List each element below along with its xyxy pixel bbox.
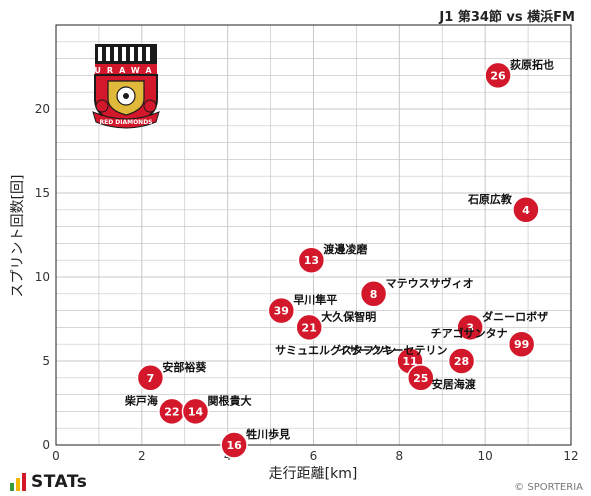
crest-pillar (146, 47, 150, 61)
x-tick-label: 6 (310, 449, 318, 463)
point-number: 7 (147, 372, 155, 385)
point-label: 荻原拓也 (510, 57, 554, 71)
point-label: 渡邊凌磨 (323, 242, 368, 256)
point-marker (267, 296, 296, 325)
stats-brand: STATs (31, 472, 88, 492)
data-point: 26 荻原拓也 (484, 57, 554, 90)
point-marker (447, 347, 476, 375)
point-label: 関根貴大 (207, 393, 251, 407)
stats-bar (16, 478, 20, 491)
crest-ball-center (123, 93, 129, 99)
point-marker (484, 61, 512, 90)
data-point: 28 イサークキーセテリン (338, 344, 476, 375)
point-marker (295, 313, 323, 342)
point-marker (407, 364, 435, 392)
crest-pillar (138, 47, 142, 61)
point-label: チアゴサンタナ (431, 326, 508, 340)
point-number: 13 (304, 254, 319, 267)
crest-pillar (98, 47, 102, 61)
club-crest: URAWA RED DIAMONDS (92, 44, 160, 129)
point-label: 安部裕葵 (162, 360, 207, 374)
x-tick-label: 12 (563, 449, 578, 463)
point-number: 14 (188, 405, 204, 418)
crest-pillar (106, 47, 110, 61)
point-marker (512, 196, 540, 224)
match-title: J1 第34節 vs 横浜FM (439, 10, 575, 25)
point-number: 3 (466, 321, 474, 334)
data-point: 8 マテウスサヴィオ (359, 276, 474, 308)
plot-border (55, 24, 572, 446)
crest-club-text: RED DIAMONDS (99, 119, 152, 126)
data-point: 7 安部裕葵 (136, 360, 207, 392)
point-label: 石原広教 (467, 192, 513, 206)
point-number: 25 (413, 372, 428, 385)
point-marker (456, 313, 484, 342)
crest-ribbon (92, 111, 160, 129)
data-point: 39 早川隼平 (267, 293, 337, 325)
data-point: 13 渡邊凌磨 (297, 242, 368, 274)
data-point: 25 安居海渡 (407, 364, 477, 392)
y-axis-label: スプリント回数[回] (10, 175, 26, 298)
point-marker (507, 330, 536, 358)
copyright: © SPORTERIA (514, 482, 583, 493)
crest-pillar (130, 47, 134, 61)
stats-logo: STATs (10, 472, 87, 492)
y-tick-label: 0 (42, 438, 50, 452)
point-label: 柴戸海 (124, 393, 158, 407)
crest-right-flower (143, 99, 157, 113)
point-number: 8 (370, 288, 378, 301)
data-point: 16 牲川歩見 (220, 427, 290, 459)
stats-bars-icon (10, 473, 26, 491)
axis-ticks: 0 2 4 6 8 10 12 0 5 10 15 20 (35, 102, 579, 463)
data-point: 3 ダニーロボザ (456, 309, 548, 342)
point-number: 11 (402, 355, 417, 368)
y-tick-label: 20 (35, 102, 50, 116)
data-point: 11 サミュエルグスタフソン (275, 343, 424, 375)
data-points: 26荻原拓也4石原広教13渡邊凌磨8マテウスサヴィオ39早川隼平21大久保智明3… (124, 57, 554, 459)
stats-bar (10, 483, 14, 491)
stats-bar (22, 473, 26, 491)
data-point: 4 石原広教 (467, 192, 540, 224)
point-number: 28 (454, 355, 469, 368)
point-label: ダニーロボザ (482, 309, 548, 323)
point-label: 大久保智明 (321, 309, 376, 323)
point-label: マテウスサヴィオ (386, 276, 474, 290)
data-point: 21 大久保智明 (295, 309, 376, 342)
point-marker (181, 397, 210, 426)
crest-pillar (114, 47, 118, 61)
crest-letters: URAWA (94, 66, 157, 75)
point-marker (220, 431, 248, 459)
x-tick-label: 10 (478, 449, 493, 463)
point-number: 22 (164, 405, 179, 418)
crest-letter-band (95, 64, 157, 75)
x-tick-label: 8 (396, 449, 404, 463)
x-tick-label: 2 (138, 449, 146, 463)
point-number: 16 (226, 439, 242, 452)
data-point: 22 柴戸海 (124, 393, 186, 426)
point-number: 39 (274, 305, 289, 318)
point-marker (297, 246, 326, 274)
point-label: 安居海渡 (432, 377, 477, 391)
point-number: 21 (302, 321, 317, 334)
point-marker (136, 364, 165, 392)
plot-frame (55, 24, 572, 446)
x-tick-label: 0 (52, 449, 60, 463)
data-point: 99 チアゴサンタナ (431, 326, 536, 358)
point-marker (359, 280, 388, 308)
y-tick-label: 15 (35, 186, 50, 200)
crest-left-flower (95, 99, 109, 113)
point-label: 早川隼平 (293, 293, 337, 307)
y-tick-label: 5 (42, 354, 50, 368)
crest-pillar (122, 47, 126, 61)
point-number: 4 (522, 204, 530, 217)
point-label: サミュエルグスタフソン (275, 343, 396, 357)
y-tick-label: 10 (35, 270, 50, 284)
x-axis-label: 走行距離[km] (269, 465, 358, 482)
point-label: 牲川歩見 (246, 427, 290, 441)
point-number: 99 (514, 338, 529, 351)
point-number: 26 (490, 69, 506, 82)
point-label: イサークキーセテリン (338, 344, 448, 357)
